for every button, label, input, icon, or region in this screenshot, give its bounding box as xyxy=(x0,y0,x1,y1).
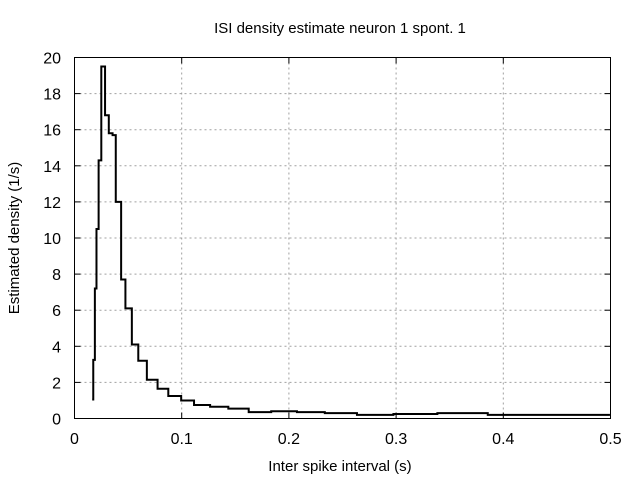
y-tick-label: 18 xyxy=(43,87,61,104)
y-tick-label: 4 xyxy=(52,339,61,356)
x-tick-label: 0.5 xyxy=(599,431,621,448)
grid-lines xyxy=(74,57,611,419)
x-axis-label: Inter spike interval (s) xyxy=(268,458,411,475)
y-tick-labels: 0 2 4 6 8 10 12 14 16 18 20 xyxy=(43,51,61,429)
y-tick-label: 12 xyxy=(43,195,61,212)
x-tick-label: 0.4 xyxy=(492,431,514,448)
axis-ticks xyxy=(74,57,611,419)
y-tick-label: 10 xyxy=(43,231,61,248)
chart-title: ISI density estimate neuron 1 spont. 1 xyxy=(214,20,466,37)
y-tick-label: 2 xyxy=(52,375,61,392)
y-tick-label: 14 xyxy=(43,159,61,176)
x-tick-label: 0 xyxy=(70,431,79,448)
y-tick-label: 16 xyxy=(43,123,61,140)
density-step-line xyxy=(92,65,610,416)
y-tick-label: 8 xyxy=(52,267,61,284)
x-tick-labels: 0 0.1 0.2 0.3 0.4 0.5 xyxy=(70,431,622,448)
y-tick-label: 20 xyxy=(43,51,61,68)
y-tick-label: 6 xyxy=(52,303,61,320)
y-axis-label: Estimated density (1/s) xyxy=(6,162,23,315)
x-tick-label: 0.1 xyxy=(171,431,193,448)
y-tick-label: 0 xyxy=(52,412,61,429)
x-tick-label: 0.2 xyxy=(278,431,300,448)
x-tick-label: 0.3 xyxy=(385,431,407,448)
